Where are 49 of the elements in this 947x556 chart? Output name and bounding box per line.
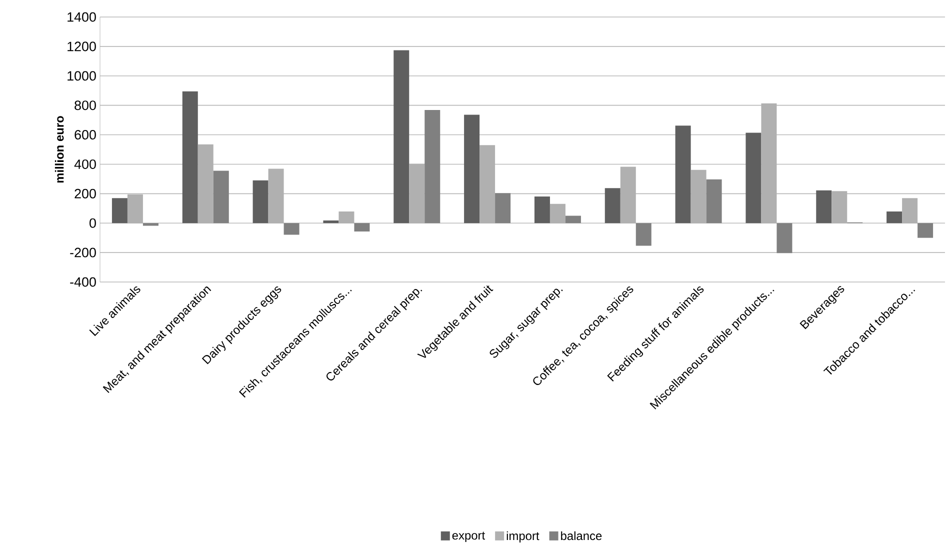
y-tick-label: 800 (74, 100, 96, 110)
y-tick-label: 200 (74, 188, 96, 198)
bar (409, 164, 425, 224)
bar (198, 144, 214, 224)
bar (354, 223, 370, 232)
y-tick-label: -200 (70, 248, 96, 258)
bar (918, 223, 934, 238)
bar (495, 193, 511, 224)
bar (886, 211, 902, 224)
bar (902, 198, 918, 224)
y-tick-label: 600 (74, 130, 96, 140)
bar (480, 145, 496, 224)
legend-label: balance (561, 531, 602, 540)
bar (534, 196, 550, 224)
bar (284, 223, 300, 235)
bar (761, 103, 777, 224)
bar (424, 110, 440, 224)
y-tick-label: 1400 (68, 12, 96, 22)
y-tick-label: 400 (74, 159, 96, 169)
bar (620, 166, 636, 224)
bar (565, 216, 581, 224)
bar (832, 191, 848, 224)
bar (604, 188, 620, 224)
y-tick-label: 0 (90, 218, 96, 228)
bar (252, 180, 268, 224)
y-tick-label: 1200 (68, 42, 96, 52)
bar (464, 114, 480, 224)
bar (690, 170, 706, 224)
bar (268, 168, 284, 224)
bar (706, 179, 722, 224)
bar (776, 223, 792, 254)
bar (142, 223, 158, 226)
y-tick-label: 1000 (68, 71, 96, 81)
y-tick-label: -400 (70, 277, 96, 287)
bar (675, 126, 691, 224)
bar (213, 170, 229, 224)
bar (323, 220, 339, 224)
bar (550, 204, 566, 224)
legend-label: import (506, 531, 540, 542)
bar (127, 194, 143, 224)
bar (338, 211, 354, 224)
bar (636, 223, 652, 246)
bar (112, 198, 128, 224)
bar (394, 50, 410, 224)
legend-label: export (452, 532, 485, 542)
bar (746, 132, 762, 224)
bar (816, 190, 832, 224)
y-axis-title: million euro (54, 116, 64, 183)
bar (182, 91, 198, 224)
